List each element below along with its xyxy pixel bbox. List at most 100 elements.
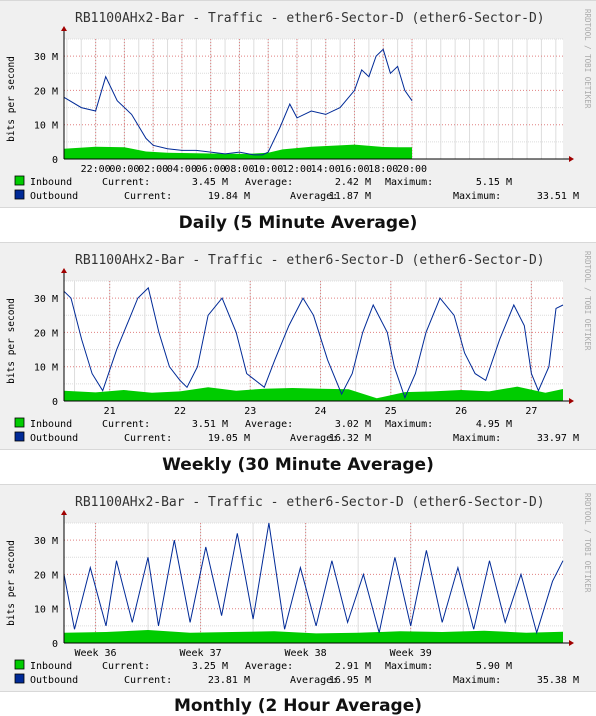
- legend-maximum-label: Maximum:: [453, 675, 501, 686]
- legend-maximum-value: 35.38 M: [537, 675, 579, 686]
- outbound-series-line: [63, 48, 413, 156]
- legend-swatch-inbound: [14, 175, 25, 186]
- legend-maximum-value: 4.95 M: [476, 419, 512, 430]
- legend-name: Inbound: [30, 419, 72, 430]
- outbound-series-line: [63, 522, 564, 635]
- legend-name: Outbound: [30, 433, 78, 444]
- x-axis-arrow: [569, 398, 574, 404]
- y-tick-label: 10 M: [34, 363, 58, 374]
- x-tick-label: 08:00: [224, 164, 254, 175]
- inbound-series-area: [64, 144, 413, 159]
- legend-average-label: Average:: [290, 433, 338, 444]
- y-tick-label: 10 M: [34, 605, 58, 616]
- y-tick-label: 20 M: [34, 328, 58, 339]
- y-tick-label: 30 M: [34, 294, 58, 305]
- y-axis-arrow: [61, 268, 67, 273]
- x-tick-label: 18:00: [368, 164, 398, 175]
- y-axis-label: bits per second: [6, 540, 17, 626]
- legend-current-label: Current:: [124, 191, 172, 202]
- legend-swatch-outbound: [14, 189, 25, 200]
- rrdtool-watermark: RRDTOOL / TOBI OETIKER: [583, 9, 592, 109]
- weekly-caption: Weekly (30 Minute Average): [162, 455, 434, 475]
- x-axis-arrow: [569, 156, 574, 162]
- legend-current-label: Current:: [102, 661, 150, 672]
- monthly-caption: Monthly (2 Hour Average): [173, 696, 423, 716]
- x-tick-label: 22:00: [81, 164, 111, 175]
- legend-name: Inbound: [30, 177, 72, 188]
- x-tick-label: 14:00: [311, 164, 341, 175]
- x-tick-label: 24: [315, 406, 327, 417]
- legend-maximum-label: Maximum:: [453, 433, 501, 444]
- legend-average-label: Average:: [290, 191, 338, 202]
- weekly-graph: RB1100AHx2-Bar - Traffic - ether6-Sector…: [6, 251, 592, 444]
- y-axis-label: bits per second: [6, 56, 17, 142]
- legend-average-label: Average:: [245, 661, 293, 672]
- graph-title: RB1100AHx2-Bar - Traffic - ether6-Sector…: [75, 11, 545, 26]
- daily-graph: RB1100AHx2-Bar - Traffic - ether6-Sector…: [6, 9, 592, 202]
- y-axis-arrow: [61, 510, 67, 515]
- legend-maximum-value: 5.90 M: [476, 661, 512, 672]
- legend-maximum-label: Maximum:: [385, 419, 433, 430]
- x-tick-label: Week 36: [74, 648, 116, 659]
- x-tick-label: Week 39: [390, 648, 432, 659]
- legend-maximum-value: 33.51 M: [537, 191, 579, 202]
- weekly-graph-panel: RB1100AHx2-Bar - Traffic - ether6-Sector…: [0, 242, 596, 450]
- legend-average-value: 11.87 M: [329, 191, 371, 202]
- legend-current-label: Current:: [102, 419, 150, 430]
- legend-current-value: 19.84 M: [208, 191, 250, 202]
- monthly-graph-panel: RB1100AHx2-Bar - Traffic - ether6-Sector…: [0, 484, 596, 692]
- legend-current-value: 3.25 M: [192, 661, 228, 672]
- legend-swatch-inbound: [14, 659, 25, 670]
- x-tick-label: 16:00: [339, 164, 369, 175]
- legend-name: Inbound: [30, 661, 72, 672]
- x-tick-label: 23: [244, 406, 256, 417]
- outbound-series-line: [63, 286, 564, 399]
- legend-current-label: Current:: [124, 675, 172, 686]
- x-tick-label: 22: [174, 406, 186, 417]
- legend-average-label: Average:: [245, 177, 293, 188]
- legend-current-value: 3.51 M: [192, 419, 228, 430]
- legend-average-label: Average:: [245, 419, 293, 430]
- legend-average-value: 2.91 M: [335, 661, 371, 672]
- legend-average-label: Average:: [290, 675, 338, 686]
- x-tick-label: 04:00: [167, 164, 197, 175]
- x-tick-label: 10:00: [253, 164, 283, 175]
- legend-maximum-label: Maximum:: [385, 177, 433, 188]
- legend-maximum-label: Maximum:: [385, 661, 433, 672]
- x-tick-label: Week 38: [285, 648, 327, 659]
- x-tick-label: 21: [104, 406, 116, 417]
- legend-current-label: Current:: [124, 433, 172, 444]
- legend-name: Outbound: [30, 675, 78, 686]
- x-tick-label: 20:00: [397, 164, 427, 175]
- y-tick-label: 10 M: [34, 121, 58, 132]
- x-tick-label: 26: [455, 406, 467, 417]
- plot-area: [64, 281, 563, 401]
- legend-average-value: 16.95 M: [329, 675, 371, 686]
- y-tick-label: 0: [52, 397, 58, 408]
- legend-average-value: 3.02 M: [335, 419, 371, 430]
- legend-current-label: Current:: [102, 177, 150, 188]
- legend-swatch-inbound: [14, 417, 25, 428]
- x-tick-label: Week 37: [179, 648, 221, 659]
- daily-graph-panel: RB1100AHx2-Bar - Traffic - ether6-Sector…: [0, 0, 596, 208]
- x-tick-label: 27: [525, 406, 537, 417]
- legend-current-value: 19.05 M: [208, 433, 250, 444]
- y-tick-label: 30 M: [34, 536, 58, 547]
- y-tick-label: 30 M: [34, 52, 58, 63]
- legend-maximum-value: 5.15 M: [476, 177, 512, 188]
- plot-area: [64, 523, 563, 643]
- rrdtool-watermark: RRDTOOL / TOBI OETIKER: [583, 251, 592, 351]
- graph-title: RB1100AHx2-Bar - Traffic - ether6-Sector…: [75, 253, 545, 268]
- legend-swatch-outbound: [14, 673, 25, 684]
- y-axis-label: bits per second: [6, 298, 17, 384]
- y-tick-label: 0: [52, 639, 58, 650]
- legend-average-value: 2.42 M: [335, 177, 371, 188]
- inbound-series-area: [64, 386, 563, 401]
- legend-maximum-value: 33.97 M: [537, 433, 579, 444]
- daily-caption: Daily (5 Minute Average): [178, 213, 418, 233]
- x-tick-label: 12:00: [282, 164, 312, 175]
- inbound-series-area: [64, 630, 563, 643]
- legend-swatch-outbound: [14, 431, 25, 442]
- legend-name: Outbound: [30, 191, 78, 202]
- x-axis-arrow: [569, 640, 574, 646]
